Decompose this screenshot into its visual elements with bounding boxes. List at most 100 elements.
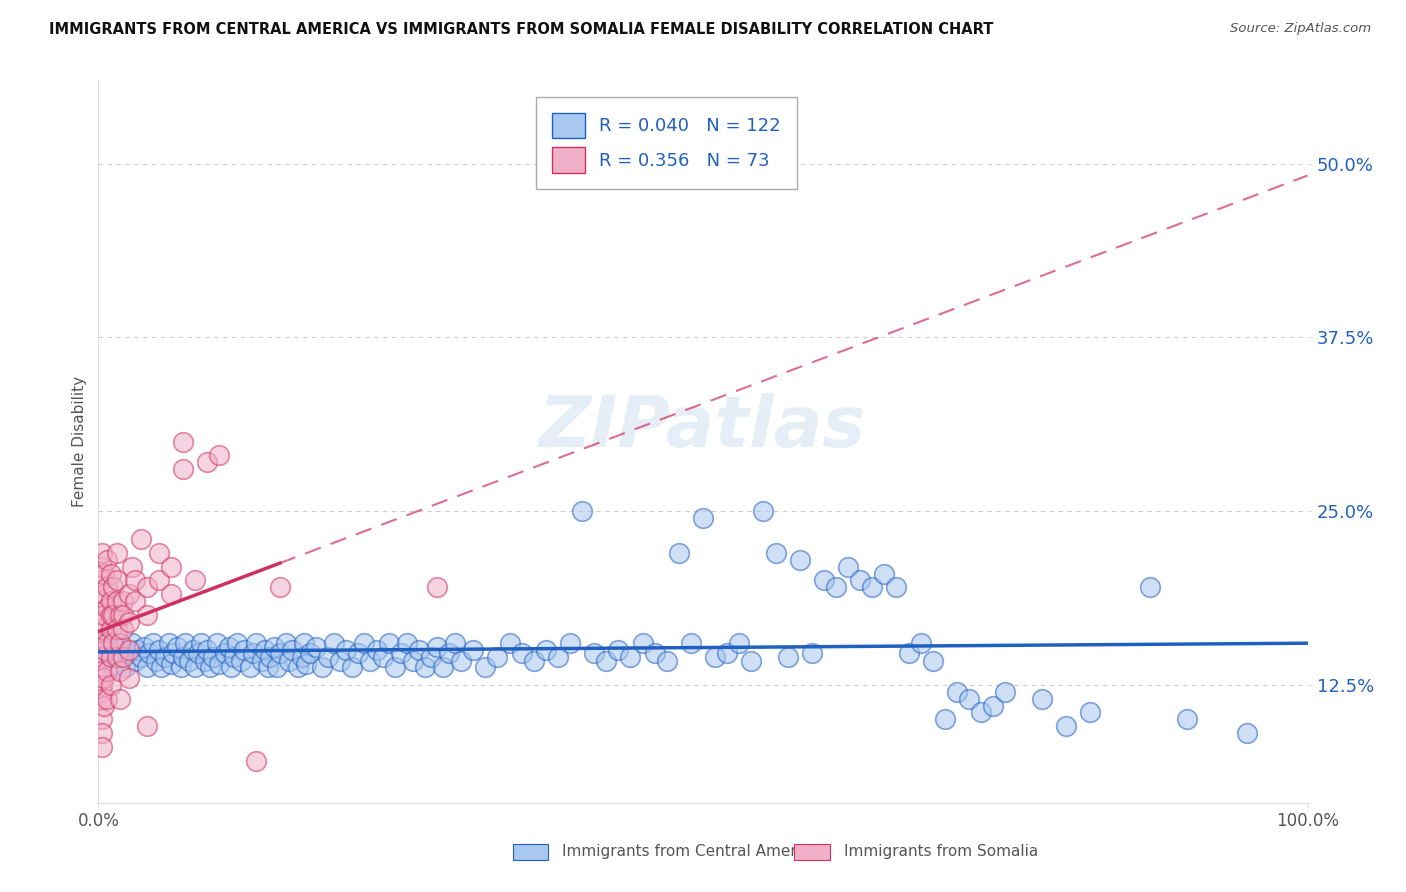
Text: Immigrants from Somalia: Immigrants from Somalia [844,845,1038,859]
Point [172,434,194,449]
Point [278,654,301,668]
Point [93,636,115,650]
Point [329,654,352,668]
Point [179,654,201,668]
Point [1236,726,1258,740]
Point [910,636,932,650]
Point [290,649,312,664]
Point [1031,691,1053,706]
Point [269,646,291,660]
Point [108,636,131,650]
Point [93,643,115,657]
Point [205,636,228,650]
Point [101,657,124,671]
Point [91,608,114,623]
Point [776,649,799,664]
Point [172,462,194,476]
Point [897,646,920,660]
Point [124,574,146,588]
Point [118,643,141,657]
Point [124,594,146,608]
Point [124,654,146,668]
Point [450,654,472,668]
Point [105,622,128,636]
Point [153,649,176,664]
Point [101,636,124,650]
Point [184,574,207,588]
Point [105,643,128,657]
Point [813,574,835,588]
Point [486,649,509,664]
Point [114,659,136,673]
Point [716,646,738,660]
Point [145,654,167,668]
Point [118,587,141,601]
Point [118,646,141,660]
Point [91,636,114,650]
Point [389,646,412,660]
Point [408,643,430,657]
Point [347,646,370,660]
Point [934,713,956,727]
Point [740,654,762,668]
Point [108,649,131,664]
Point [523,654,546,668]
Point [704,649,727,664]
Point [135,608,157,623]
Point [849,574,872,588]
Point [274,636,297,650]
Point [384,659,406,673]
Point [195,455,218,469]
Point [413,659,436,673]
Point [232,643,254,657]
Point [118,671,141,685]
Point [157,636,180,650]
Point [160,587,183,601]
Point [198,659,221,673]
Text: IMMIGRANTS FROM CENTRAL AMERICA VS IMMIGRANTS FROM SOMALIA FEMALE DISABILITY COR: IMMIGRANTS FROM CENTRAL AMERICA VS IMMIG… [49,22,994,37]
Point [100,594,122,608]
Point [432,659,454,673]
Point [256,659,278,673]
Point [150,659,173,673]
Point [91,546,114,560]
Point [463,643,485,657]
Point [100,636,122,650]
Point [860,581,883,595]
Point [765,546,787,560]
Point [101,608,124,623]
Point [96,691,118,706]
Point [1139,581,1161,595]
Point [510,646,533,660]
Point [287,659,309,673]
Point [148,546,170,560]
Point [135,581,157,595]
Point [360,654,382,668]
Point [395,636,418,650]
Point [160,559,183,574]
Text: ZIPatlas: ZIPatlas [540,392,866,461]
Point [644,646,666,660]
Point [148,574,170,588]
Point [111,640,134,655]
Point [221,659,243,673]
Point [169,659,191,673]
Point [121,559,143,574]
Point [981,698,1004,713]
Point [135,719,157,733]
Point [1054,719,1077,733]
Point [190,636,212,650]
Point [148,643,170,657]
Point [957,691,980,706]
Point [886,581,908,595]
Point [692,511,714,525]
Point [166,640,188,655]
Point [353,636,375,650]
Point [91,559,114,574]
Point [800,646,823,660]
Point [91,678,114,692]
Point [142,636,165,650]
Point [208,657,231,671]
Point [108,691,131,706]
Point [789,552,811,566]
